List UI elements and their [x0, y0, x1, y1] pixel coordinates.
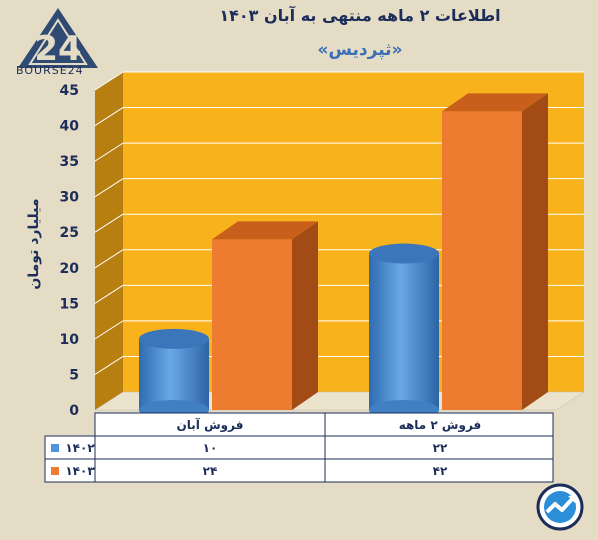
legend-swatch: [51, 444, 59, 452]
table-value: ۱۰: [203, 441, 218, 455]
y-tick-label: 35: [60, 154, 79, 170]
y-tick-label: 45: [60, 83, 79, 99]
gridline-side: [94, 249, 124, 269]
table-row-1402: [44, 435, 554, 460]
y-tick-label: 15: [60, 296, 79, 312]
y-tick-label: 0: [69, 403, 79, 419]
gridline-side: [94, 107, 124, 126]
y-tick-label: 10: [60, 332, 80, 348]
bar-1402: [369, 253, 439, 410]
gridline-side: [94, 178, 124, 198]
gridline-side: [94, 213, 124, 233]
table-row-1403: [44, 458, 554, 483]
gridline-side: [94, 284, 124, 304]
bourse24-logo: 24: [14, 6, 102, 82]
logo-text: BOURSE24: [16, 64, 84, 77]
table-value: ۴۲: [433, 464, 448, 478]
chart-title: اطلاعات ۲ ماهه منتهی به آبان ۱۴۰۳: [219, 6, 501, 25]
chart-subtitle: «ثپردیس»: [317, 40, 403, 60]
category-label: فروش آبان: [177, 417, 244, 433]
bar-1403-side: [292, 221, 318, 410]
bar-1403-top: [442, 93, 548, 112]
y-tick-label: 20: [60, 261, 80, 277]
category-label: فروش ۲ ماهه: [399, 418, 482, 433]
gridline-side: [94, 320, 124, 340]
table-header-row: [94, 412, 554, 437]
bar-1403: [212, 239, 292, 410]
gridline-side: [94, 71, 124, 91]
svg-text:24: 24: [34, 29, 81, 69]
bar-1403-side: [522, 93, 548, 410]
bar-1402-top: [139, 328, 209, 349]
gridline-side: [94, 356, 124, 375]
table-value: ۲۲: [433, 441, 448, 455]
bar-1402-top: [369, 243, 439, 264]
legend-swatch: [51, 467, 59, 475]
y-tick-label: 30: [60, 190, 80, 206]
trend-badge-icon: [536, 483, 584, 531]
legend-label: ۱۴۰۳: [65, 464, 95, 478]
y-tick-label: 5: [69, 367, 79, 383]
legend-label: ۱۴۰۲: [65, 441, 95, 455]
bar-1403-top: [212, 221, 318, 240]
y-tick-label: 40: [60, 119, 80, 135]
table-value: ۲۴: [203, 464, 218, 478]
gridline-side: [94, 142, 124, 162]
bar-1403: [442, 111, 522, 410]
y-tick-label: 25: [60, 225, 79, 241]
bar-1402: [139, 338, 209, 410]
